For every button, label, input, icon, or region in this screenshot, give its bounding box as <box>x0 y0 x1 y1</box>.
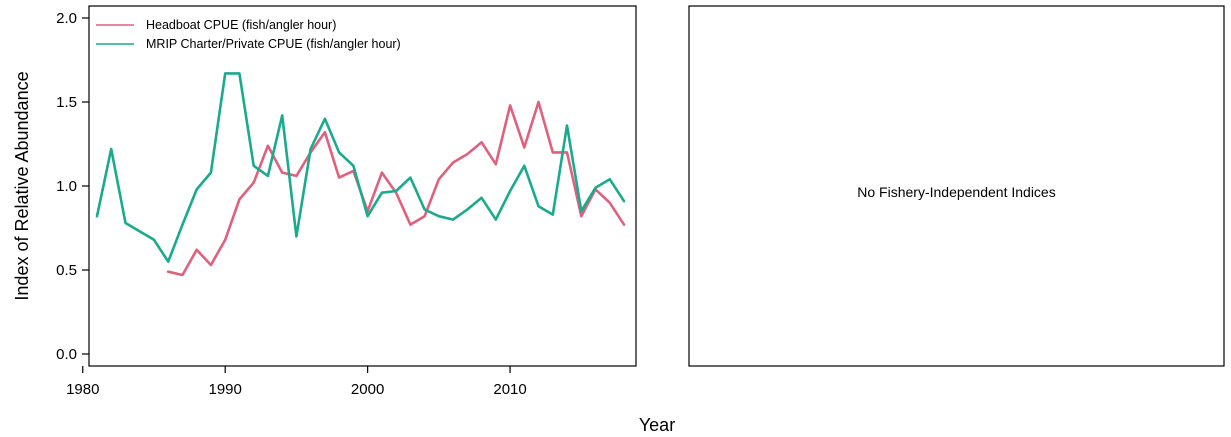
right-plot-panel: No Fishery-Independent Indices <box>688 5 1225 367</box>
legend: Headboat CPUE (fish/angler hour) MRIP Ch… <box>96 18 401 51</box>
series-layer <box>95 72 626 277</box>
x-tick-label: 2000 <box>351 381 384 398</box>
y-tick-label: 0.0 <box>56 346 77 363</box>
x-tick-label: 1980 <box>66 381 99 398</box>
legend-label-mrip: MRIP Charter/Private CPUE (fish/angler h… <box>146 37 401 51</box>
series-line-mrip <box>95 72 626 263</box>
y-tick-label: 1.5 <box>56 94 77 111</box>
x-axis: 1980 1990 2000 2010 <box>66 366 527 398</box>
x-tick-label: 1990 <box>209 381 242 398</box>
legend-label-headboat: Headboat CPUE (fish/angler hour) <box>146 18 336 32</box>
series-line-headboat <box>166 100 626 277</box>
left-plot-frame <box>88 5 637 367</box>
y-tick-label: 2.0 <box>56 10 77 27</box>
no-indices-message: No Fishery-Independent Indices <box>857 184 1055 200</box>
y-axis: 0.0 0.5 1.0 1.5 2.0 <box>56 10 89 363</box>
right-plot-frame <box>688 5 1225 367</box>
left-plot-panel: 0.0 0.5 1.0 1.5 2.0 1980 1990 2000 2010 Headboa… <box>12 5 675 435</box>
x-tick-label: 2010 <box>493 381 526 398</box>
y-tick-label: 0.5 <box>56 262 77 279</box>
y-tick-label: 1.0 <box>56 178 77 195</box>
y-axis-title: Index of Relative Abundance <box>12 71 32 300</box>
x-axis-title: Year <box>639 415 675 435</box>
